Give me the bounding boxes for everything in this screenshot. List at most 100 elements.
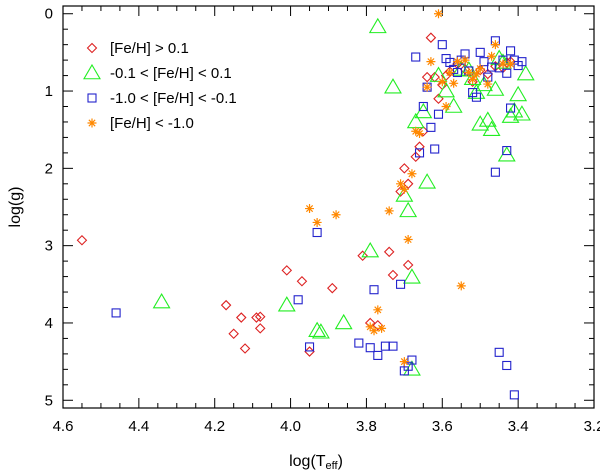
x-tick-label: 4.4 bbox=[128, 418, 149, 435]
legend-marker-series-1 bbox=[83, 63, 101, 80]
data-point bbox=[426, 57, 436, 67]
data-point bbox=[437, 77, 447, 87]
data-point bbox=[254, 323, 266, 334]
y-tick-label: 4 bbox=[45, 315, 53, 332]
data-point bbox=[407, 355, 417, 365]
data-point bbox=[415, 129, 425, 139]
data-point bbox=[369, 326, 379, 336]
data-point bbox=[411, 126, 421, 136]
data-point bbox=[365, 322, 375, 332]
data-point bbox=[402, 259, 414, 271]
series-2 bbox=[111, 36, 527, 400]
data-point bbox=[387, 269, 399, 281]
data-point bbox=[304, 342, 315, 352]
data-point bbox=[395, 186, 414, 202]
data-point bbox=[312, 227, 322, 238]
y-tick-label: 0 bbox=[45, 6, 53, 23]
plot-frame bbox=[62, 5, 595, 409]
data-point bbox=[501, 107, 520, 123]
legend-marker-series-2 bbox=[87, 93, 97, 103]
data-point bbox=[471, 92, 481, 102]
data-point bbox=[399, 184, 409, 194]
data-point bbox=[498, 59, 508, 69]
data-point bbox=[490, 40, 500, 50]
data-point bbox=[327, 282, 338, 294]
data-point bbox=[384, 206, 394, 216]
data-point bbox=[399, 357, 409, 367]
data-point bbox=[445, 67, 455, 77]
data-point bbox=[414, 148, 425, 158]
data-point bbox=[418, 173, 437, 189]
data-point bbox=[517, 57, 527, 67]
data-point bbox=[357, 250, 368, 261]
x-tick-label: 3.6 bbox=[432, 418, 453, 435]
legend-marker-series-3 bbox=[87, 118, 97, 128]
data-point bbox=[478, 111, 497, 127]
data-point bbox=[452, 57, 462, 67]
data-point bbox=[228, 328, 239, 340]
data-point bbox=[384, 78, 402, 94]
data-point bbox=[365, 343, 375, 353]
data-point bbox=[399, 163, 410, 174]
data-point bbox=[512, 105, 531, 121]
data-point bbox=[407, 169, 417, 179]
data-point bbox=[479, 57, 489, 67]
data-point bbox=[296, 275, 308, 287]
data-point bbox=[388, 341, 398, 351]
data-point bbox=[475, 47, 485, 57]
data-point bbox=[369, 285, 379, 295]
data-point bbox=[308, 321, 327, 338]
data-point bbox=[490, 167, 500, 177]
legend-label-series-0: [Fe/H] > 0.1 bbox=[110, 40, 189, 57]
y-axis-label: log(g) bbox=[7, 187, 24, 228]
data-point bbox=[425, 32, 437, 43]
data-point bbox=[235, 312, 247, 323]
data-point bbox=[372, 320, 384, 331]
data-point bbox=[354, 338, 364, 348]
data-point bbox=[437, 40, 447, 50]
y-tick-label: 5 bbox=[45, 392, 53, 409]
data-point bbox=[430, 144, 440, 154]
data-point bbox=[411, 52, 421, 62]
data-point bbox=[467, 76, 478, 88]
data-point bbox=[482, 68, 494, 80]
data-point bbox=[383, 246, 395, 258]
x-tick-label: 4.0 bbox=[280, 418, 301, 435]
data-points bbox=[76, 9, 535, 400]
data-point bbox=[505, 102, 524, 118]
data-point bbox=[494, 347, 504, 357]
data-point bbox=[437, 81, 456, 98]
legend-markers bbox=[83, 42, 101, 128]
data-point bbox=[501, 57, 513, 68]
data-point bbox=[433, 109, 444, 119]
data-point bbox=[421, 71, 433, 83]
data-point bbox=[277, 296, 296, 312]
data-point bbox=[483, 79, 493, 89]
data-point bbox=[76, 234, 88, 246]
data-point bbox=[502, 68, 512, 78]
tick-labels: 4.6 4.4 4.2 4.0 3.8 3.6 3.4 3.2 0 1 2 3 4 5 bbox=[45, 6, 600, 435]
data-point bbox=[422, 82, 432, 92]
data-point bbox=[475, 64, 485, 74]
x-tick-label: 3.2 bbox=[584, 418, 600, 435]
data-point bbox=[464, 67, 474, 77]
data-point bbox=[254, 311, 266, 323]
data-point bbox=[468, 74, 478, 84]
data-point bbox=[410, 151, 422, 163]
data-point bbox=[311, 323, 330, 339]
data-point bbox=[403, 234, 413, 244]
legend: [Fe/H] > 0.1 -0.1 < [Fe/H] < 0.1 -1.0 < … bbox=[83, 40, 237, 132]
data-point bbox=[402, 268, 421, 284]
data-point bbox=[449, 78, 459, 88]
data-point bbox=[239, 343, 251, 354]
data-point bbox=[111, 308, 121, 318]
data-point bbox=[471, 115, 490, 131]
data-point bbox=[312, 217, 322, 227]
data-point bbox=[506, 103, 516, 113]
legend-label-series-3: [Fe/H] < -1.0 bbox=[110, 115, 194, 132]
x-tick-label: 3.8 bbox=[356, 418, 377, 435]
data-point bbox=[444, 97, 463, 113]
data-point bbox=[220, 299, 232, 311]
data-point bbox=[373, 305, 383, 315]
data-point bbox=[502, 146, 512, 156]
